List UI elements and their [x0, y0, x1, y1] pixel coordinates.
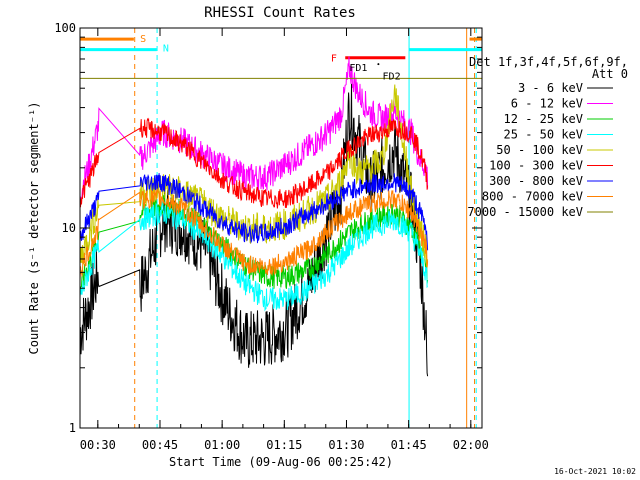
legend-label-0: 3 - 6 keV	[518, 81, 583, 95]
annotation-f: F	[331, 54, 337, 65]
legend-title-line-1: Det 1f,3f,4f,5f,6f,9f,	[469, 55, 628, 69]
plot-layer	[79, 28, 482, 428]
x-tick-label: 01:45	[391, 438, 427, 452]
y-axis-label: Count Rate (s⁻¹ detector segment⁻¹)	[27, 102, 41, 355]
x-tick-label: 01:15	[266, 438, 302, 452]
series-line-7	[79, 187, 429, 281]
legend-label-1: 6 - 12 keV	[511, 97, 583, 111]
legend-label-5: 100 - 300 keV	[489, 159, 583, 173]
legend-title-line-2: Att 0	[592, 67, 628, 81]
x-axis-label: Start Time (09-Aug-06 00:25:42)	[169, 455, 393, 469]
legend-label-2: 12 - 25 keV	[504, 112, 583, 126]
annotation-s: S	[140, 34, 146, 45]
timestamp: 16-Oct-2021 10:02	[554, 467, 636, 476]
series-line-6	[79, 173, 429, 251]
x-tick-label: 01:30	[328, 438, 364, 452]
y-axis: 1 10 100	[54, 21, 482, 435]
series-line-5	[79, 117, 429, 209]
y-tick-label: 100	[54, 21, 76, 35]
legend-label-8: 7000 - 15000 keV	[467, 205, 583, 219]
chart-title: RHESSI Count Rates	[204, 5, 356, 21]
annotation-fd1: FD1	[349, 63, 367, 74]
x-tick-label: 01:00	[204, 438, 240, 452]
series-line-3	[79, 201, 428, 312]
x-tick-label: 00:45	[142, 438, 178, 452]
y-tick-label: 1	[69, 421, 76, 435]
y-tick-label: 10	[62, 221, 76, 235]
series-line-4	[79, 84, 429, 267]
legend-label-4: 50 - 100 keV	[496, 143, 583, 157]
annotation-n: N	[163, 43, 169, 54]
legend-label-7: 800 - 7000 keV	[482, 190, 583, 204]
x-tick-label: 02:00	[453, 438, 489, 452]
legend-label-6: 300 - 800 keV	[489, 174, 583, 188]
annotations: S N F FD1 FD2	[140, 34, 401, 82]
legend: Det 1f,3f,4f,5f,6f,9f,Att 0 3 - 6 keV 6 - …	[467, 55, 628, 219]
annotation-dot	[377, 63, 380, 66]
legend-label-3: 25 - 50 keV	[504, 128, 583, 142]
annotation-fd2: FD2	[383, 71, 401, 82]
x-tick-label: 00:30	[80, 438, 116, 452]
x-axis: 00:30 00:45 01:00 01:15 01:30 01:45 02:00	[80, 28, 489, 452]
